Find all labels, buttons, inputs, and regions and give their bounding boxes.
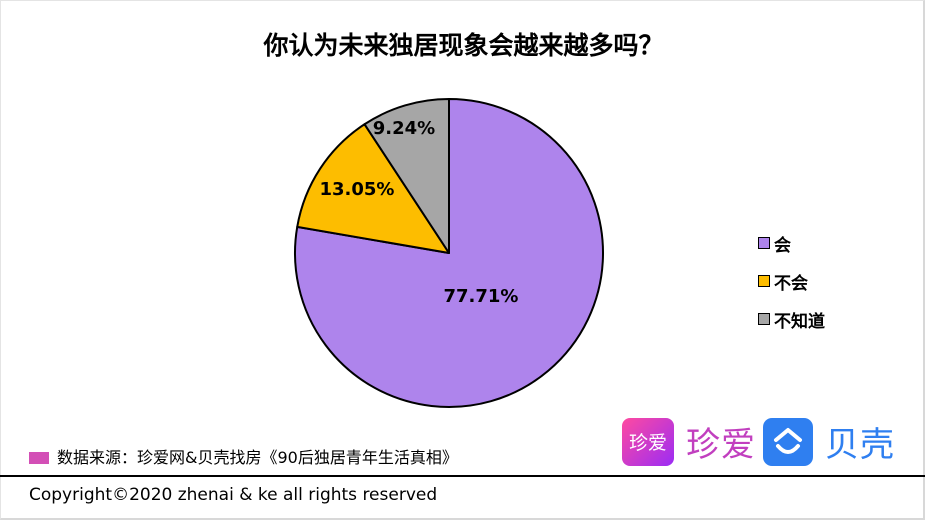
source-marker-icon: [29, 452, 49, 464]
zhenai-logo: 珍爱 珍爱: [622, 417, 756, 466]
legend-item-buhui: 不会: [758, 262, 825, 300]
data-source: 数据来源：珍爱网&贝壳找房《90后独居青年生活真相》: [29, 444, 458, 468]
footer-divider: [0, 475, 925, 477]
pie-data-label: 9.24%: [373, 118, 435, 139]
ke-logo: 贝壳: [763, 417, 895, 466]
pie-slice-2: [363, 98, 450, 254]
copyright-text: Copyright©2020 zhenai & ke all rights re…: [29, 485, 438, 505]
source-text: 数据来源：珍爱网&贝壳找房《90后独居青年生活真相》: [57, 448, 458, 467]
legend-swatch: [758, 313, 770, 325]
ke-logo-text: 贝壳: [825, 425, 895, 465]
zhenai-logo-icon: 珍爱: [622, 417, 674, 466]
legend-item-hui: 会: [758, 224, 825, 262]
legend-swatch: [758, 275, 770, 287]
pie-data-label: 13.05%: [320, 179, 395, 200]
pie-slice-1: [296, 123, 450, 254]
legend-swatch: [758, 237, 770, 249]
legend-label: 不会: [774, 273, 808, 294]
legend-label: 不知道: [774, 311, 825, 332]
legend-label: 会: [774, 235, 791, 256]
zhenai-logo-text: 珍爱: [686, 425, 756, 465]
pie-data-label: 77.71%: [444, 286, 519, 307]
ke-house-icon: [763, 417, 813, 466]
chart-title: 你认为未来独居现象会越来越多吗？: [263, 31, 664, 60]
chart-legend: 会 不会 不知道: [758, 224, 825, 338]
zhenai-logo-box-text: 珍爱: [628, 432, 667, 454]
legend-item-buzhidao: 不知道: [758, 300, 825, 338]
